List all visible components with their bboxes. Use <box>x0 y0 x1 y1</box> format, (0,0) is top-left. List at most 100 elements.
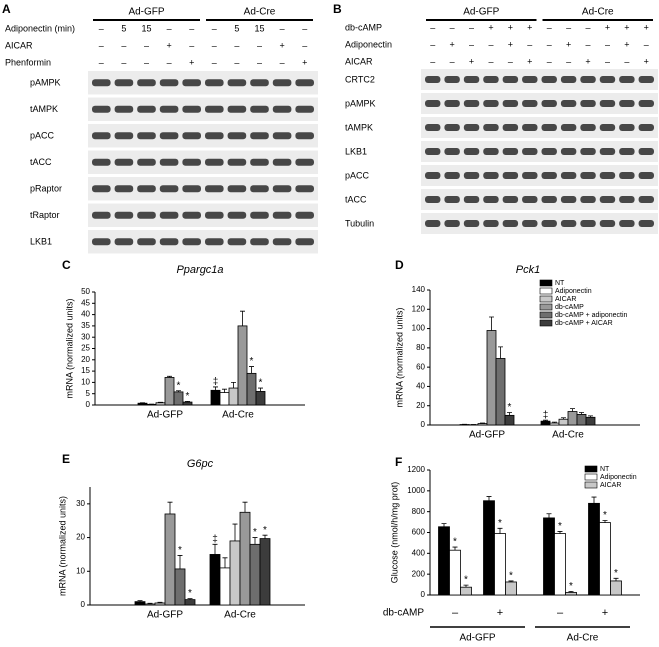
blot-band <box>560 148 577 155</box>
x-tick-label: Ad-Cre <box>552 430 584 441</box>
group-label: Ad-Cre <box>567 633 599 644</box>
band-label: LKB1 <box>30 237 52 247</box>
error-bar <box>561 417 566 420</box>
blot-band <box>92 211 111 219</box>
significance-marker: * <box>177 380 181 391</box>
band-label: pAMPK <box>345 98 376 108</box>
bar <box>567 411 578 426</box>
error-bar <box>579 412 584 415</box>
lane-label: + <box>566 39 571 49</box>
lane-label: – <box>302 23 307 33</box>
blot-band <box>599 148 616 155</box>
blot-band <box>638 196 654 203</box>
treatment-label: AICAR <box>5 40 33 50</box>
blot-strip <box>421 189 658 210</box>
bar <box>558 418 569 426</box>
blot-band <box>502 148 519 155</box>
blot-band <box>295 238 314 246</box>
lane-label: + <box>166 40 171 50</box>
group-label: Ad-GFP <box>128 7 164 18</box>
bar <box>495 358 506 426</box>
lane-label: – <box>469 39 474 49</box>
band-label: pAMPK <box>30 78 61 88</box>
group-label: Ad-GFP <box>459 633 495 644</box>
blot-band <box>444 148 460 155</box>
y-tick-label: 400 <box>412 548 426 557</box>
error-bar <box>557 531 563 534</box>
lane-label: 5 <box>121 23 126 33</box>
y-tick-label: 1200 <box>407 465 425 474</box>
blot-band <box>638 100 654 107</box>
lane-label: + <box>527 22 532 32</box>
blot-band <box>182 185 201 193</box>
error-bar <box>249 366 254 374</box>
blot-band <box>522 148 538 155</box>
lane-label: – <box>302 40 307 50</box>
y-tick-label: 100 <box>412 324 426 333</box>
blot-band <box>425 172 441 179</box>
blot-band <box>92 185 111 193</box>
blot-band <box>560 220 577 227</box>
lane-label: – <box>234 40 239 50</box>
lane-label: – <box>586 39 591 49</box>
blot-band <box>541 172 557 179</box>
bar <box>549 422 560 426</box>
bar <box>255 391 266 406</box>
blot-band <box>159 211 179 219</box>
error-bar <box>463 584 469 588</box>
band-label: tACC <box>30 157 52 167</box>
lane-label: + <box>469 56 474 66</box>
blot-strip <box>88 177 318 201</box>
y-axis-label: mRNA (normalized units) <box>57 496 67 596</box>
band-label: tRaptor <box>30 210 60 220</box>
blot-band <box>295 79 314 87</box>
treatment-label: Phenformin <box>5 57 51 67</box>
y-tick-label: 30 <box>76 499 85 508</box>
y-tick-label: 80 <box>416 343 425 352</box>
blot-band <box>114 158 134 166</box>
blot-band <box>483 124 499 131</box>
significance-marker: * <box>498 518 502 529</box>
bar <box>173 391 184 406</box>
lane-label: + <box>279 40 284 50</box>
significance-marker: * <box>509 571 513 582</box>
blot-band <box>227 132 247 140</box>
lane-label: – <box>257 40 262 50</box>
blot-band <box>580 148 596 155</box>
bar <box>154 602 166 606</box>
legend-swatch <box>539 279 553 287</box>
blot-band <box>250 211 269 219</box>
lane-label: – <box>99 57 104 67</box>
bar <box>599 522 611 596</box>
chart-title: Ppargc1a <box>176 264 223 276</box>
lane-label: + <box>302 57 307 67</box>
bar <box>249 543 261 606</box>
lane-label: + <box>605 22 610 32</box>
y-tick-label: 1000 <box>407 486 425 495</box>
blot-band <box>92 79 111 87</box>
blot-band <box>619 124 635 131</box>
y-tick-label: 0 <box>86 400 91 409</box>
bar <box>585 416 596 426</box>
blot-band <box>638 76 654 83</box>
significance-marker: * <box>253 527 257 538</box>
blot-band <box>227 158 247 166</box>
significance-marker: * <box>558 521 562 532</box>
blot-band <box>227 211 247 219</box>
error-bar <box>613 577 619 581</box>
legend-label: AICAR <box>555 296 576 303</box>
error-bar <box>262 534 268 539</box>
lane-label: – <box>488 56 493 66</box>
significance-marker: * <box>250 356 254 367</box>
blot-strip <box>421 213 658 234</box>
blot-band <box>599 220 616 227</box>
lane-label: – <box>488 39 493 49</box>
legend-swatch <box>539 303 553 311</box>
treatment-label: Adiponectin <box>345 39 392 49</box>
lane-label: + <box>527 56 532 66</box>
lane-label: – <box>430 56 435 66</box>
error-bar <box>242 501 248 513</box>
blot-band <box>522 76 538 83</box>
legend-swatch <box>539 295 553 303</box>
lane-label: + <box>644 56 649 66</box>
